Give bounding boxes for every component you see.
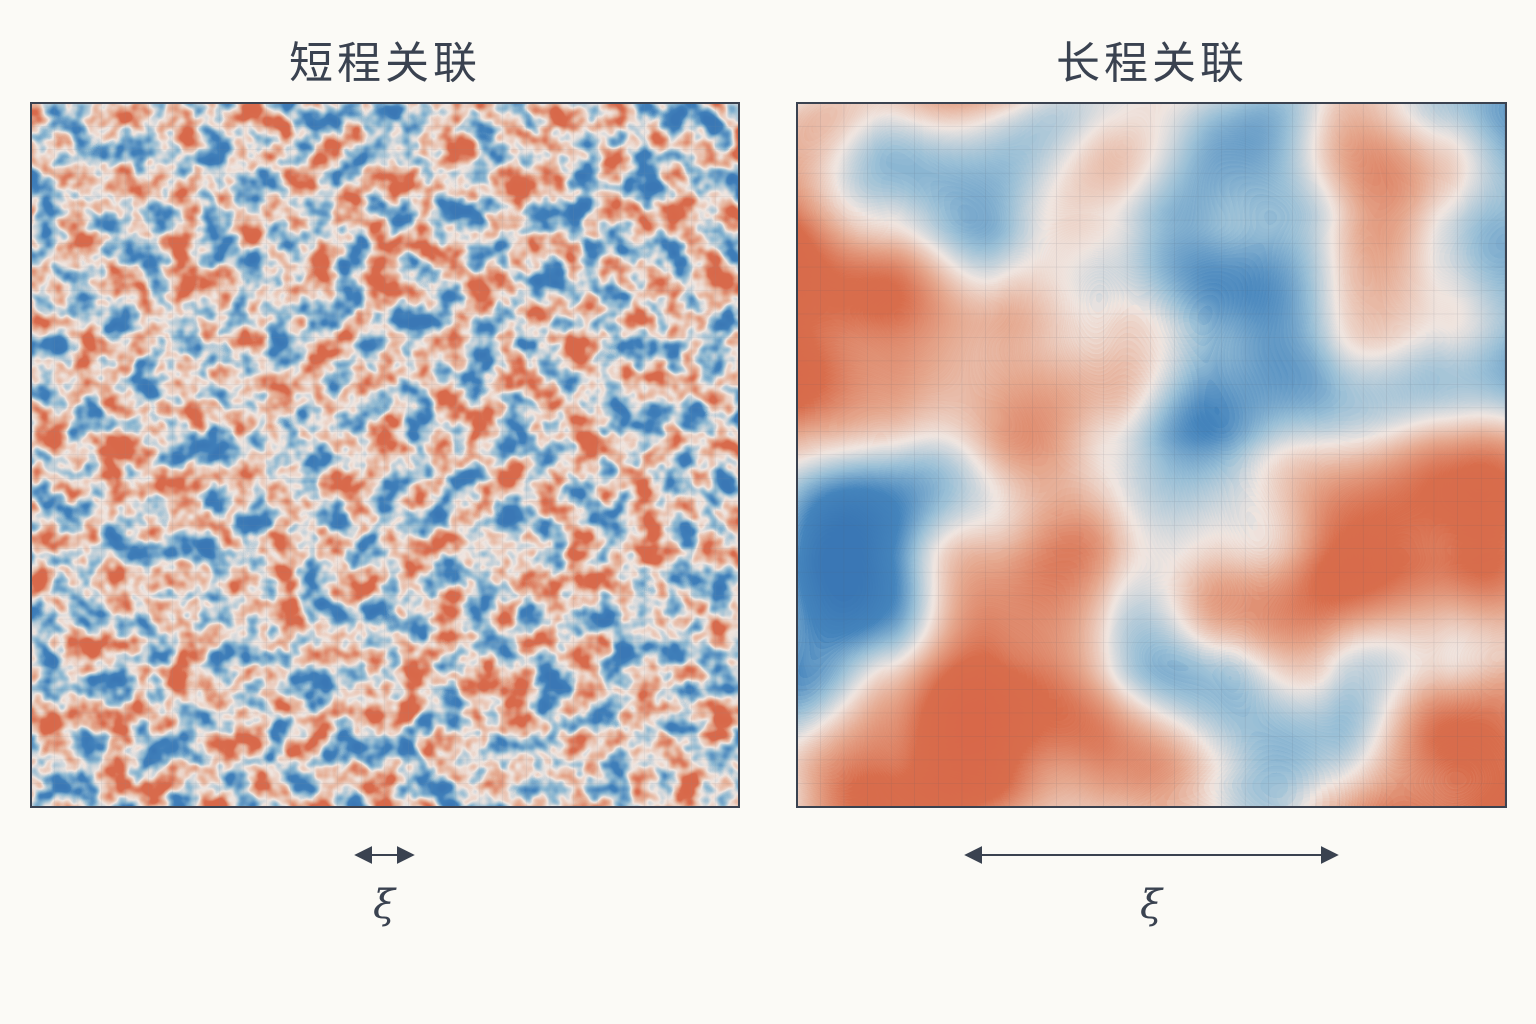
lattice-grid [31, 103, 739, 807]
lattice-grid [797, 103, 1506, 807]
panel-frame [30, 102, 740, 808]
panel-title: 长程关联 [1056, 38, 1248, 89]
panel-title: 短程关联 [289, 38, 481, 89]
xi-label: ξ [1140, 882, 1164, 928]
panel-frame [796, 102, 1507, 808]
xi-label: ξ [373, 882, 397, 928]
